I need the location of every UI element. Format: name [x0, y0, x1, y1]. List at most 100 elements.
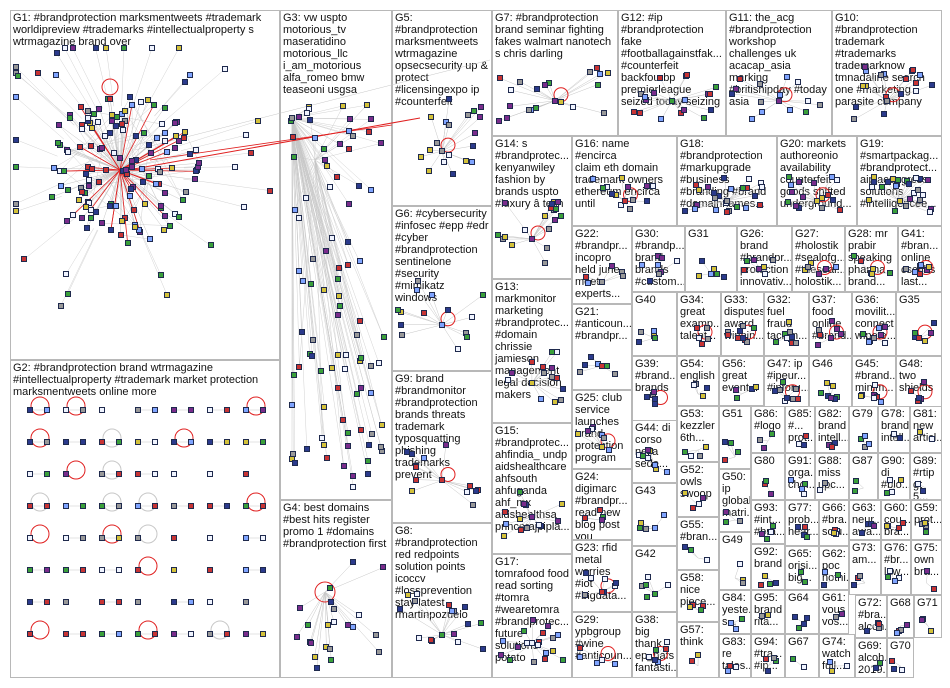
- g23-node[interactable]: [583, 570, 590, 577]
- g1-node[interactable]: [162, 138, 169, 145]
- g4-node[interactable]: [375, 648, 382, 655]
- g50-node[interactable]: [737, 518, 744, 525]
- g84-node[interactable]: [732, 626, 739, 633]
- g43-node[interactable]: [661, 512, 668, 519]
- g62-node[interactable]: [821, 582, 828, 589]
- g5-node[interactable]: [477, 104, 484, 111]
- g3-node[interactable]: [336, 302, 343, 309]
- g26-node[interactable]: [770, 256, 777, 263]
- g61-node[interactable]: [838, 611, 845, 618]
- g2-node[interactable]: [135, 471, 141, 477]
- g1-node[interactable]: [96, 178, 103, 185]
- g13-node[interactable]: [551, 399, 558, 406]
- g95-node[interactable]: [764, 611, 771, 618]
- g54-node[interactable]: [699, 392, 706, 399]
- g2-node[interactable]: [152, 471, 158, 477]
- g82-node[interactable]: [832, 440, 839, 447]
- g17-node[interactable]: [529, 617, 536, 624]
- g25-hub-node[interactable]: [599, 443, 605, 450]
- g15-node[interactable]: [516, 516, 523, 523]
- g1-node[interactable]: [154, 134, 161, 141]
- g2-node[interactable]: [188, 439, 194, 445]
- g1-node[interactable]: [175, 137, 182, 144]
- g9-node[interactable]: [412, 464, 419, 471]
- g2-node[interactable]: [99, 503, 105, 509]
- g2-node[interactable]: [99, 471, 105, 477]
- g70-node[interactable]: [898, 667, 905, 674]
- g14-node[interactable]: [558, 212, 565, 219]
- g41-node[interactable]: [926, 263, 933, 270]
- g2-node[interactable]: [207, 599, 213, 605]
- g1-node[interactable]: [99, 220, 106, 227]
- g13-node[interactable]: [559, 386, 566, 393]
- g28-node[interactable]: [886, 269, 893, 276]
- g36-node[interactable]: [859, 331, 866, 338]
- g10-node[interactable]: [902, 76, 909, 83]
- g1-node[interactable]: [129, 157, 136, 164]
- g1-node[interactable]: [88, 215, 95, 222]
- g5-node[interactable]: [471, 130, 478, 137]
- g3-node[interactable]: [310, 336, 317, 343]
- g35-node[interactable]: [911, 329, 918, 336]
- g27-node[interactable]: [808, 259, 815, 266]
- g33-node[interactable]: [743, 338, 750, 345]
- g53-node[interactable]: [682, 448, 689, 455]
- g10-node[interactable]: [860, 82, 867, 89]
- g1-node[interactable]: [13, 136, 19, 143]
- g1-node[interactable]: [164, 291, 170, 298]
- g35-node[interactable]: [930, 320, 937, 327]
- g1-node[interactable]: [172, 119, 179, 126]
- g2-node[interactable]: [44, 599, 50, 605]
- g14-node[interactable]: [544, 245, 551, 252]
- g2-node[interactable]: [188, 407, 194, 413]
- g1-node[interactable]: [66, 114, 73, 121]
- g37-hub-node[interactable]: [827, 335, 834, 342]
- g3-node[interactable]: [353, 390, 360, 397]
- g3-node[interactable]: [368, 389, 375, 396]
- g10-node[interactable]: [910, 67, 917, 74]
- g10-node[interactable]: [898, 90, 905, 97]
- g1-node[interactable]: [127, 185, 134, 192]
- g35-node[interactable]: [927, 330, 934, 337]
- g32-hub-node[interactable]: [783, 335, 790, 342]
- g17-node[interactable]: [550, 634, 557, 641]
- g48-node[interactable]: [920, 379, 927, 386]
- g44-hub-node[interactable]: [651, 462, 658, 469]
- g32-node[interactable]: [773, 338, 780, 345]
- g14-node[interactable]: [542, 213, 549, 220]
- g2-node[interactable]: [188, 599, 194, 605]
- g1-node[interactable]: [121, 108, 128, 115]
- g1-node[interactable]: [138, 166, 145, 173]
- g11-node[interactable]: [786, 107, 793, 114]
- g13-node[interactable]: [540, 369, 547, 376]
- g16-node[interactable]: [626, 205, 633, 212]
- g57-node[interactable]: [695, 651, 702, 658]
- g12-node[interactable]: [656, 74, 663, 81]
- g1-node[interactable]: [129, 101, 135, 108]
- g1-node[interactable]: [64, 290, 71, 297]
- g7-node[interactable]: [542, 81, 549, 88]
- g3-node[interactable]: [345, 146, 352, 153]
- g2-node[interactable]: [260, 631, 266, 637]
- g20-node[interactable]: [799, 194, 806, 201]
- g1-node[interactable]: [162, 129, 169, 136]
- g2-node[interactable]: [152, 407, 158, 413]
- g30-node[interactable]: [658, 254, 665, 261]
- g45-node[interactable]: [872, 382, 879, 389]
- g51-node[interactable]: [721, 438, 728, 445]
- g79-node[interactable]: [857, 436, 864, 443]
- g13-hub-node[interactable]: [529, 379, 535, 386]
- g13-node[interactable]: [528, 359, 535, 366]
- g2-node[interactable]: [243, 631, 249, 637]
- g1-node[interactable]: [61, 45, 68, 51]
- g14-node[interactable]: [555, 198, 562, 205]
- g1-node[interactable]: [84, 107, 91, 114]
- g17-node[interactable]: [549, 647, 556, 654]
- g1-node[interactable]: [83, 224, 90, 231]
- g2-node[interactable]: [207, 439, 213, 445]
- g6-node[interactable]: [414, 277, 421, 284]
- g1-node[interactable]: [78, 126, 85, 133]
- g19-node[interactable]: [903, 203, 910, 210]
- g2-node[interactable]: [135, 631, 141, 637]
- g3-node[interactable]: [337, 141, 344, 148]
